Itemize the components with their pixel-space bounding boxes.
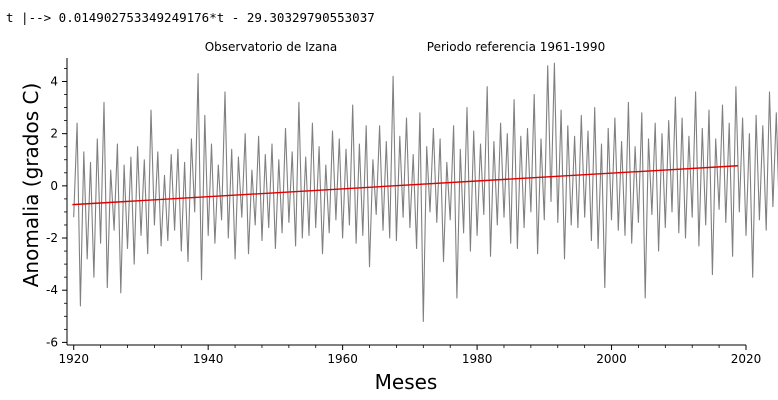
x-axis-label: Meses: [375, 370, 438, 394]
y-tick-label: -6: [46, 335, 58, 349]
trend-line: [72, 165, 738, 206]
chart-title-left: Observatorio de Izana: [205, 40, 338, 54]
trend-equation-output: t |--> 0.0149027533492491​76*t - 29.3032…: [6, 10, 375, 25]
x-tick-label: 1940: [193, 352, 224, 366]
y-tick-label: 0: [50, 179, 58, 193]
chart-title-right: Periodo referencia 1961-1990: [427, 40, 605, 54]
y-tick-label: -2: [46, 231, 58, 245]
y-tick-label: 2: [50, 127, 58, 141]
y-tick-label: 4: [50, 74, 58, 88]
x-tick-label: 1980: [462, 352, 493, 366]
x-tick-label: 1960: [327, 352, 358, 366]
x-tick-label: 2000: [596, 352, 627, 366]
y-axis-label: Anomalia (grados C): [19, 83, 43, 288]
x-tick-label: 1920: [58, 352, 89, 366]
y-tick-label: -4: [46, 283, 58, 297]
anomaly-series-line: [73, 62, 778, 323]
plot-area: 1920 1940 1960 1980 2000 2020 -6 -4 -2 0 2 4: [46, 58, 778, 366]
x-tick-label: 2020: [731, 352, 762, 366]
